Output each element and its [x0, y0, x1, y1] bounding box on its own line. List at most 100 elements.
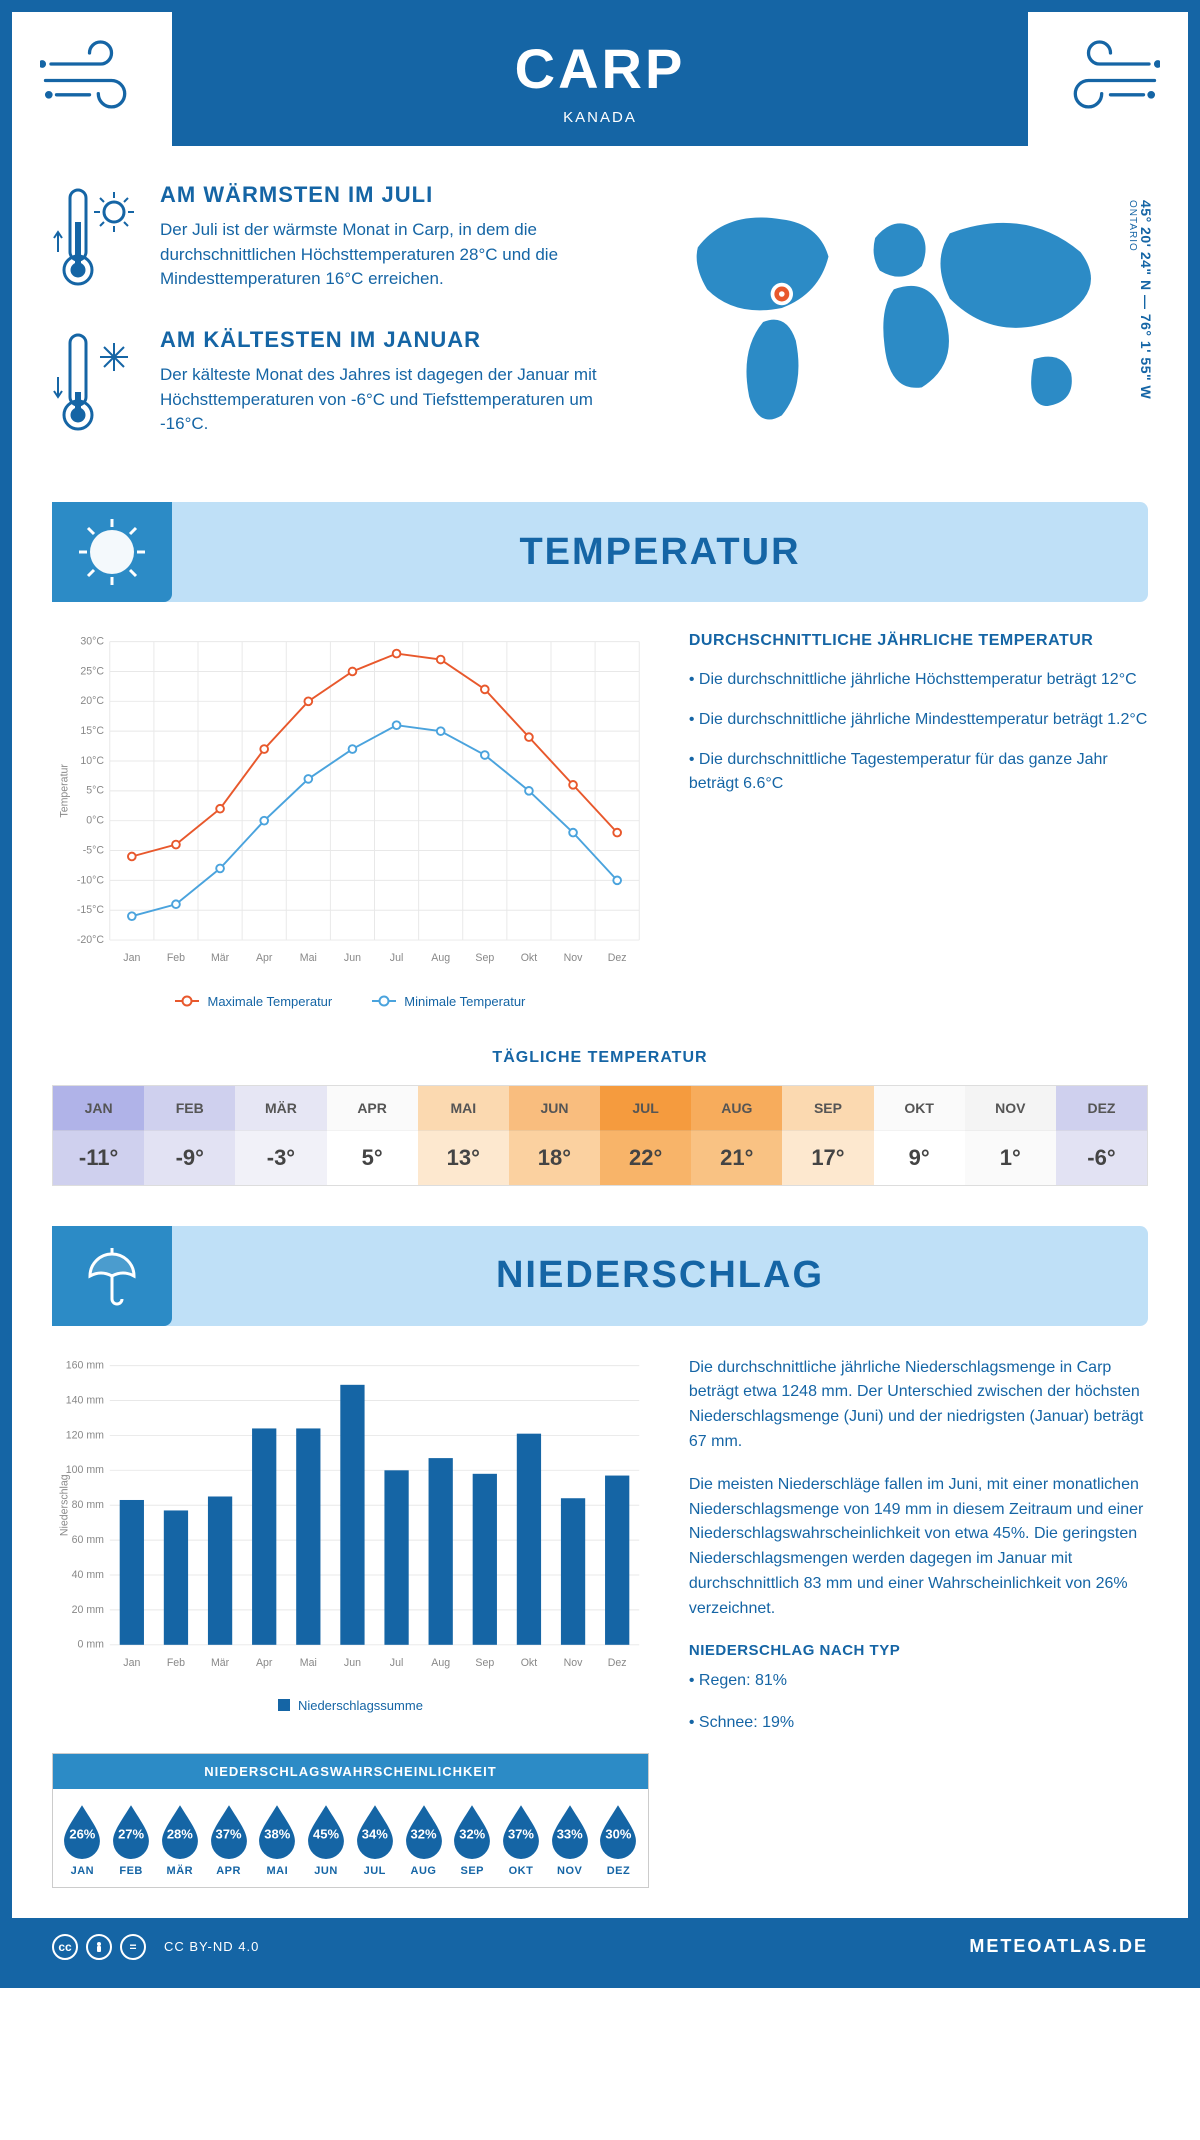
raindrop-icon: 37%: [206, 1803, 252, 1859]
svg-text:Feb: Feb: [167, 1657, 185, 1669]
svg-text:Mär: Mär: [211, 952, 230, 964]
svg-text:40 mm: 40 mm: [72, 1568, 105, 1580]
svg-text:Dez: Dez: [608, 952, 627, 964]
temperature-line-chart: -20°C-15°C-10°C-5°C0°C5°C10°C15°C20°C25°…: [52, 632, 649, 979]
svg-text:Temperatur: Temperatur: [58, 764, 70, 818]
probability-item: 28% MÄR: [156, 1803, 203, 1877]
raindrop-icon: 26%: [59, 1803, 105, 1859]
umbrella-icon: [82, 1241, 142, 1311]
svg-text:Aug: Aug: [431, 952, 450, 964]
table-cell: 1°: [965, 1130, 1056, 1185]
probability-item: 34% JUL: [351, 1803, 398, 1877]
probability-item: 32% SEP: [449, 1803, 496, 1877]
raindrop-icon: 30%: [595, 1803, 641, 1859]
raindrop-icon: 28%: [157, 1803, 203, 1859]
license-text: CC BY-ND 4.0: [164, 1939, 259, 1954]
svg-text:120 mm: 120 mm: [66, 1429, 104, 1441]
svg-text:0°C: 0°C: [86, 815, 104, 827]
country-name: KANADA: [172, 109, 1028, 126]
table-header: JUL: [600, 1086, 691, 1130]
license-block: cc = CC BY-ND 4.0: [52, 1934, 259, 1960]
temp-chart-legend: Maximale Temperatur Minimale Temperatur: [52, 984, 649, 1029]
by-icon: [86, 1934, 112, 1960]
svg-text:140 mm: 140 mm: [66, 1394, 104, 1406]
svg-text:Nov: Nov: [564, 1657, 584, 1669]
table-header: NOV: [965, 1086, 1056, 1130]
legend-max: Maximale Temperatur: [207, 994, 332, 1009]
probability-item: 37% OKT: [498, 1803, 545, 1877]
probability-item: 37% APR: [205, 1803, 252, 1877]
thermometer-hot-icon: [52, 182, 142, 292]
svg-text:30°C: 30°C: [80, 636, 104, 648]
table-cell: 17°: [782, 1130, 873, 1185]
temp-bullet-1: • Die durchschnittliche jährliche Höchst…: [689, 668, 1148, 692]
probability-item: 45% JUN: [303, 1803, 350, 1877]
site-name: METEOATLAS.DE: [969, 1936, 1148, 1957]
raindrop-icon: 33%: [547, 1803, 593, 1859]
svg-text:80 mm: 80 mm: [72, 1499, 105, 1511]
raindrop-icon: 32%: [401, 1803, 447, 1859]
temperature-title: TEMPERATUR: [172, 531, 1148, 574]
region-label: ONTARIO: [1127, 200, 1138, 252]
probability-title: NIEDERSCHLAGSWAHRSCHEINLICHKEIT: [53, 1754, 648, 1789]
svg-text:Okt: Okt: [521, 1657, 538, 1669]
svg-text:10°C: 10°C: [80, 755, 104, 767]
probability-item: 38% MAI: [254, 1803, 301, 1877]
svg-text:Sep: Sep: [475, 952, 494, 964]
precip-chart-legend: Niederschlagssumme: [52, 1688, 649, 1733]
city-name: CARP: [172, 36, 1028, 101]
table-cell: -3°: [235, 1130, 326, 1185]
table-cell: 18°: [509, 1130, 600, 1185]
raindrop-icon: 32%: [449, 1803, 495, 1859]
svg-text:25°C: 25°C: [80, 665, 104, 677]
svg-text:Feb: Feb: [167, 952, 185, 964]
table-cell: -11°: [53, 1130, 144, 1185]
temperature-banner: TEMPERATUR: [52, 502, 1148, 602]
svg-text:0 mm: 0 mm: [78, 1638, 105, 1650]
world-map: [640, 182, 1148, 462]
svg-text:Aug: Aug: [431, 1657, 450, 1669]
temp-bullet-2: • Die durchschnittliche jährliche Mindes…: [689, 708, 1148, 732]
table-header: MAI: [418, 1086, 509, 1130]
sun-icon: [77, 517, 147, 587]
precipitation-bar-chart: 0 mm 20 mm 40 mm 60 mm 80 mm 100 mm 120 mm 140 …: [52, 1356, 649, 1683]
temp-bullet-3: • Die durchschnittliche Tagestemperatur …: [689, 748, 1148, 796]
intro-section: AM WÄRMSTEN IM JULI Der Juli ist der wär…: [12, 146, 1188, 492]
svg-text:100 mm: 100 mm: [66, 1464, 104, 1476]
cc-icon: cc: [52, 1934, 78, 1960]
table-cell: 21°: [691, 1130, 782, 1185]
svg-text:-20°C: -20°C: [77, 934, 105, 946]
table-cell: -9°: [144, 1130, 235, 1185]
raindrop-icon: 34%: [352, 1803, 398, 1859]
precip-para-1: Die durchschnittliche jährliche Niedersc…: [689, 1356, 1148, 1455]
table-cell: 9°: [874, 1130, 965, 1185]
svg-text:20°C: 20°C: [80, 695, 104, 707]
svg-text:Jul: Jul: [390, 952, 404, 964]
svg-text:160 mm: 160 mm: [66, 1359, 104, 1371]
table-header: JAN: [53, 1086, 144, 1130]
svg-text:Mai: Mai: [300, 1657, 317, 1669]
svg-text:Mai: Mai: [300, 952, 317, 964]
probability-item: 26% JAN: [59, 1803, 106, 1877]
daily-temp-title: TÄGLICHE TEMPERATUR: [12, 1039, 1188, 1085]
temp-summary-title: DURCHSCHNITTLICHE JÄHRLICHE TEMPERATUR: [689, 632, 1148, 650]
thermometer-cold-icon: [52, 327, 142, 437]
table-header: MÄR: [235, 1086, 326, 1130]
svg-text:20 mm: 20 mm: [72, 1603, 105, 1615]
svg-text:Jul: Jul: [390, 1657, 404, 1669]
precipitation-banner: NIEDERSCHLAG: [52, 1226, 1148, 1326]
daily-temperature-table: JANFEBMÄRAPRMAIJUNJULAUGSEPOKTNOVDEZ-11°…: [52, 1085, 1148, 1186]
table-header: APR: [327, 1086, 418, 1130]
svg-text:Jan: Jan: [123, 1657, 140, 1669]
coldest-fact: AM KÄLTESTEN IM JANUAR Der kälteste Mona…: [52, 327, 610, 442]
probability-item: 30% DEZ: [595, 1803, 642, 1877]
raindrop-icon: 38%: [254, 1803, 300, 1859]
svg-text:15°C: 15°C: [80, 725, 104, 737]
precipitation-title: NIEDERSCHLAG: [172, 1254, 1148, 1297]
raindrop-icon: 45%: [303, 1803, 349, 1859]
precip-legend: Niederschlagssumme: [298, 1698, 423, 1713]
svg-text:Nov: Nov: [564, 952, 584, 964]
svg-text:Niederschlag: Niederschlag: [58, 1474, 70, 1536]
svg-text:60 mm: 60 mm: [72, 1534, 105, 1546]
table-cell: 5°: [327, 1130, 418, 1185]
